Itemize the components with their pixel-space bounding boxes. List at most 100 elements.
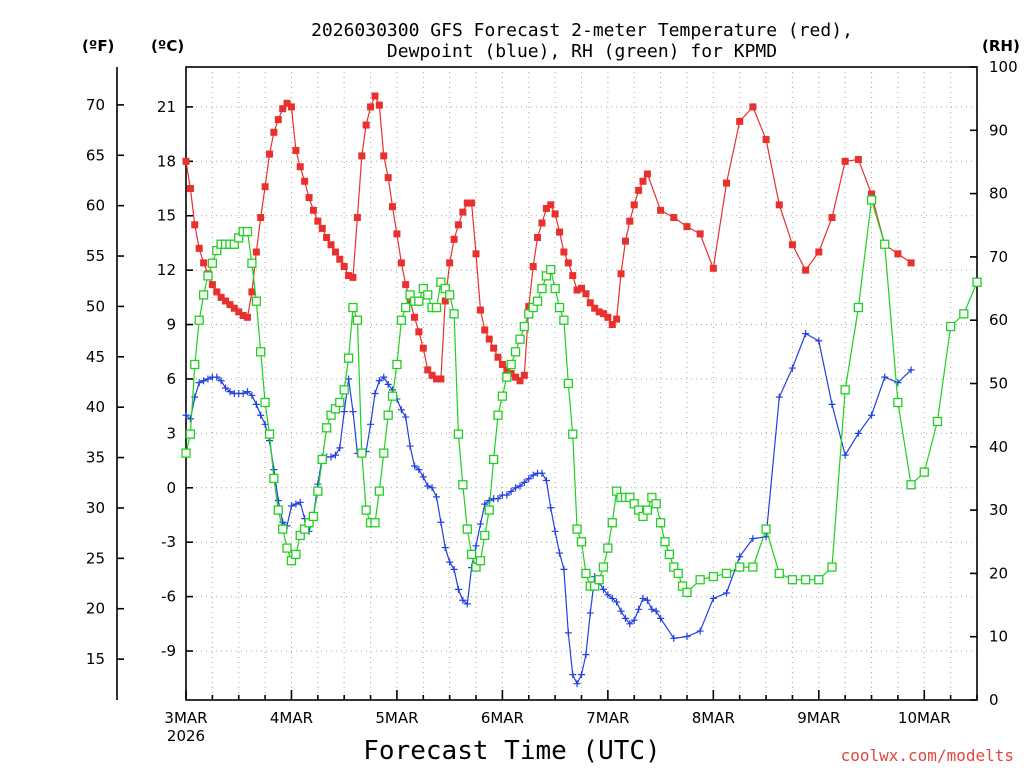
rh-point bbox=[269, 473, 279, 484]
rh-point bbox=[840, 385, 850, 395]
temperature-point bbox=[208, 281, 216, 289]
dewpoint-point bbox=[578, 671, 585, 679]
dewpoint-point bbox=[529, 471, 537, 479]
rh-point bbox=[708, 571, 718, 582]
temperature-point bbox=[279, 105, 287, 113]
dewpoint-point bbox=[560, 565, 568, 573]
rh-point bbox=[317, 454, 327, 465]
temperature-point bbox=[828, 214, 836, 222]
temperature-point bbox=[411, 313, 419, 321]
temperature-point bbox=[542, 204, 550, 212]
temperature-point bbox=[358, 152, 366, 160]
dewpoint-point bbox=[538, 469, 546, 477]
rh-point bbox=[203, 271, 213, 281]
rh-point bbox=[282, 543, 292, 553]
temperature-point bbox=[441, 297, 449, 305]
rh-point bbox=[550, 283, 560, 294]
temperature-point bbox=[582, 290, 590, 298]
rh-point bbox=[185, 429, 196, 439]
temperature-point bbox=[696, 230, 704, 238]
temperature-point bbox=[463, 199, 471, 207]
rh-point bbox=[945, 321, 956, 332]
rh-point bbox=[607, 518, 617, 528]
temperature-point bbox=[723, 179, 731, 187]
dewpoint-point bbox=[652, 607, 660, 615]
dewpoint-point bbox=[604, 591, 612, 599]
temperature-point bbox=[437, 375, 445, 383]
rh-point bbox=[814, 575, 824, 585]
fahrenheit-tick-label: 20 bbox=[86, 600, 105, 618]
rh-point bbox=[682, 587, 692, 598]
fahrenheit-tick-label: 40 bbox=[86, 398, 105, 416]
temperature-point bbox=[415, 328, 423, 336]
dewpoint-point bbox=[569, 671, 577, 679]
dewpoint-point bbox=[182, 411, 190, 419]
dewpoint-point bbox=[195, 379, 203, 387]
celsius-tick-label: -3 bbox=[161, 533, 176, 551]
temperature-point bbox=[709, 264, 717, 272]
dewpoint-point bbox=[630, 616, 638, 624]
dewpoint-point bbox=[815, 337, 823, 345]
temperature-point bbox=[274, 116, 282, 124]
temperature-point bbox=[547, 201, 555, 209]
temperature-point bbox=[468, 199, 476, 207]
rh-point bbox=[506, 359, 516, 370]
dewpoint-point bbox=[556, 549, 564, 557]
temperature-point bbox=[472, 250, 480, 258]
celsius-tick-label: 15 bbox=[157, 207, 176, 225]
temperature-point bbox=[353, 214, 361, 222]
rh-point bbox=[401, 302, 411, 313]
temperature-point bbox=[305, 194, 313, 202]
temperature-point bbox=[635, 186, 643, 194]
dewpoint-point bbox=[217, 377, 225, 385]
temperature-point bbox=[591, 304, 599, 312]
x-tick-label: 7MAR bbox=[586, 709, 629, 727]
temperature-point bbox=[314, 217, 322, 225]
temperature-point bbox=[380, 152, 388, 160]
dewpoint-point bbox=[428, 484, 436, 492]
temperature-point bbox=[639, 177, 647, 185]
dewpoint-point bbox=[683, 633, 691, 641]
dewpoint-point bbox=[788, 364, 796, 372]
rh-point bbox=[502, 372, 512, 382]
rh-point bbox=[242, 226, 253, 237]
temperature-point bbox=[520, 371, 528, 379]
rh-point bbox=[660, 537, 670, 547]
rh-point bbox=[348, 302, 358, 313]
dewpoint-point bbox=[226, 388, 234, 396]
temperature-point bbox=[270, 128, 278, 136]
rh-point bbox=[379, 448, 389, 458]
rh-point bbox=[493, 410, 503, 420]
dewpoint-point bbox=[411, 462, 419, 470]
temperature-point bbox=[608, 321, 616, 329]
temperature-point bbox=[670, 214, 678, 222]
series-rh bbox=[181, 195, 982, 598]
dewpoint-point bbox=[599, 585, 607, 593]
temperature-point bbox=[287, 103, 295, 111]
temperature-point bbox=[235, 308, 243, 316]
rh-tick-label: 70 bbox=[989, 248, 1008, 266]
dewpoint-point bbox=[327, 453, 335, 461]
dewpoint-point bbox=[222, 384, 230, 392]
temperature-point bbox=[538, 219, 546, 227]
temperature-point bbox=[476, 306, 484, 314]
dewpoint-point bbox=[432, 493, 440, 501]
temperature-point bbox=[894, 250, 902, 258]
temperature-point bbox=[243, 313, 251, 321]
rh-point bbox=[761, 524, 771, 534]
temperature-point bbox=[432, 375, 440, 383]
rh-point bbox=[651, 499, 661, 509]
rh-point bbox=[462, 524, 472, 534]
temperature-point bbox=[573, 286, 581, 294]
dewpoint-point bbox=[749, 535, 757, 543]
dewpoint-point bbox=[494, 495, 502, 503]
rh-point bbox=[339, 385, 349, 395]
rh-point bbox=[576, 537, 587, 547]
dewpoint-point bbox=[854, 429, 862, 437]
rh-point bbox=[361, 505, 371, 515]
dewpoint-point bbox=[274, 496, 282, 504]
temperature-point bbox=[257, 214, 265, 222]
site-credit: coolwx.com/modelts bbox=[841, 746, 1014, 765]
temperature-point bbox=[393, 230, 401, 238]
temperature-point bbox=[217, 293, 225, 301]
